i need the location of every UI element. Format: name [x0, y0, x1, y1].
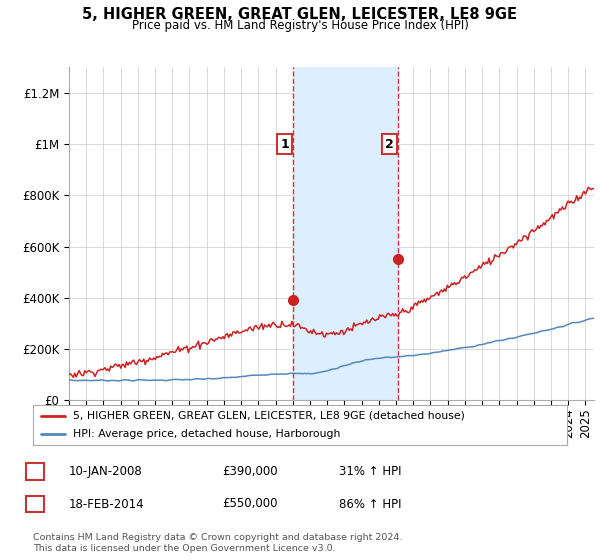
Text: 10-JAN-2008: 10-JAN-2008 — [69, 465, 143, 478]
Text: 5, HIGHER GREEN, GREAT GLEN, LEICESTER, LE8 9GE (detached house): 5, HIGHER GREEN, GREAT GLEN, LEICESTER, … — [73, 411, 465, 421]
Text: 31% ↑ HPI: 31% ↑ HPI — [339, 465, 401, 478]
Text: 2: 2 — [31, 497, 39, 511]
Text: Price paid vs. HM Land Registry's House Price Index (HPI): Price paid vs. HM Land Registry's House … — [131, 19, 469, 32]
Text: 18-FEB-2014: 18-FEB-2014 — [69, 497, 145, 511]
Text: 2: 2 — [385, 138, 394, 151]
Bar — [293, 67, 398, 400]
Text: £390,000: £390,000 — [222, 465, 278, 478]
Text: 86% ↑ HPI: 86% ↑ HPI — [339, 497, 401, 511]
Text: £550,000: £550,000 — [222, 497, 277, 511]
Text: 5, HIGHER GREEN, GREAT GLEN, LEICESTER, LE8 9GE: 5, HIGHER GREEN, GREAT GLEN, LEICESTER, … — [83, 7, 517, 22]
Text: 1: 1 — [31, 465, 39, 478]
Text: Contains HM Land Registry data © Crown copyright and database right 2024.
This d: Contains HM Land Registry data © Crown c… — [33, 533, 403, 553]
Text: 1: 1 — [280, 138, 289, 151]
Text: HPI: Average price, detached house, Harborough: HPI: Average price, detached house, Harb… — [73, 430, 340, 439]
